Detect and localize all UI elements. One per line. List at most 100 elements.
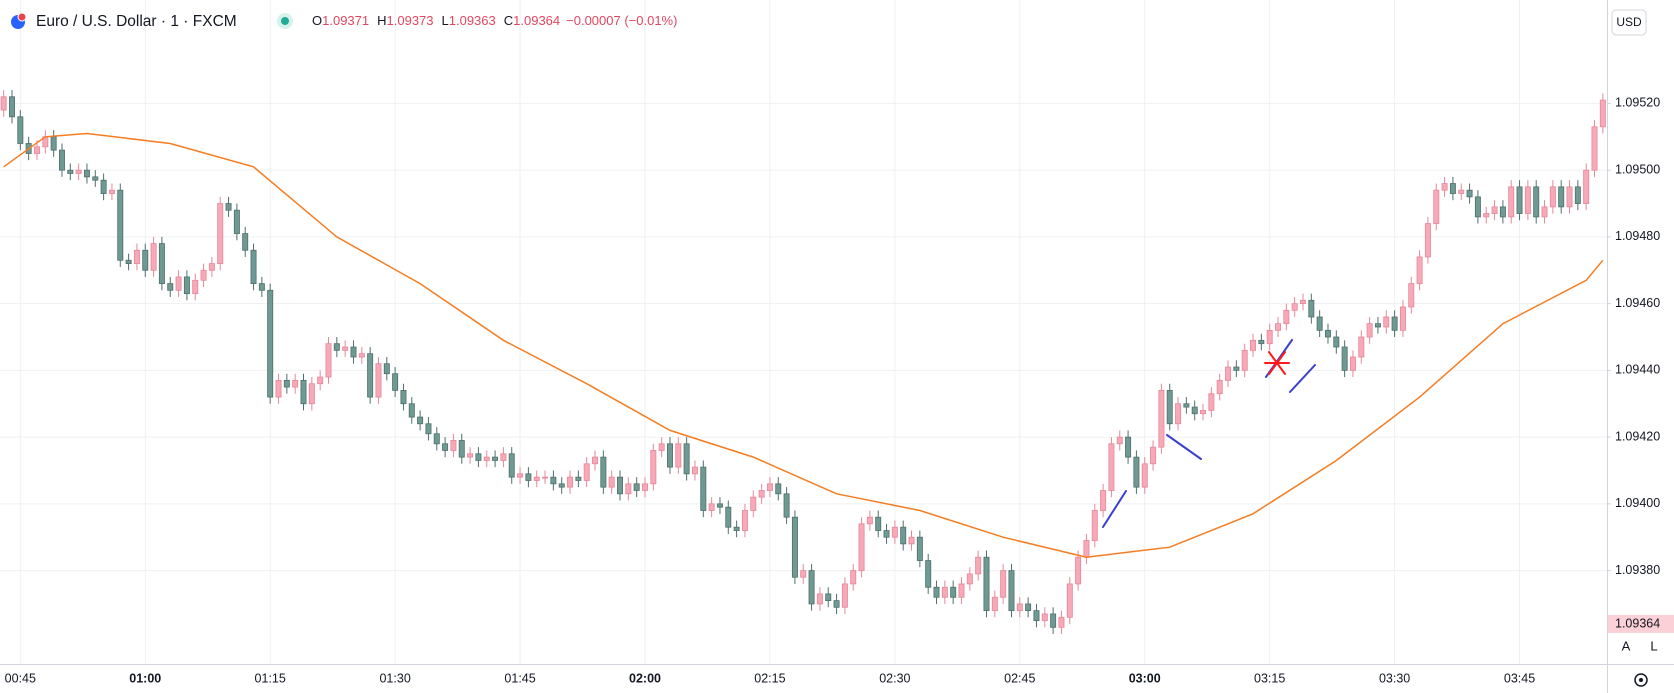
candle-body [158,243,165,285]
candle-body [250,249,257,285]
y-tick-label: 1.09460 [1615,296,1660,310]
candle-body [1025,603,1032,612]
candle-body [1016,603,1023,612]
candle-body [567,476,574,488]
currency-label[interactable]: USD [1616,15,1642,29]
candle-body [650,450,657,485]
candle-body [950,586,957,598]
candle-body [983,556,990,612]
x-tick-label: 01:45 [504,671,535,685]
candle-body [33,146,40,154]
candle-body [217,203,224,264]
candle-body [1058,616,1065,628]
y-tick-label: 1.09380 [1615,563,1660,577]
candle-body [1399,306,1406,331]
candle-body [383,363,390,375]
candle-body [1583,169,1590,204]
candle-body [608,476,615,488]
auto-scale-button[interactable]: A [1622,638,1631,653]
candle-body [0,96,7,111]
symbol-title: Euro / U.S. Dollar · 1 · FXCM [36,13,237,30]
candle-body [1441,183,1448,191]
candle-body [1183,403,1190,408]
candle-body [142,249,149,271]
candle-body [242,233,249,251]
header: Euro / U.S. Dollar · 1 · FXCM O1.09371 H1… [11,12,677,30]
ohlc-key: O [312,13,322,28]
x-tick-label: 03:15 [1254,671,1285,685]
candle-body [1108,443,1115,491]
axes: 1.09380 1.09400 1.09420 1.09440 1.09460 1.094… [5,96,1674,685]
ohlc-value: 1.09364 [513,13,560,28]
candle-body [1491,206,1498,214]
candle-body [667,443,673,468]
trend-drawing [1289,364,1316,393]
candle-body [267,289,274,398]
candle-body [1549,186,1556,208]
candle-body [583,463,590,481]
candle-body [150,243,157,271]
settings-button[interactable] [1634,673,1648,687]
candle-body [858,523,865,571]
candle-body [1041,613,1048,622]
candle-body [966,573,973,585]
candle-body [1083,540,1090,558]
candle-body [800,570,807,578]
candle-body [1275,323,1281,331]
candle-body [1300,299,1306,305]
candle-body [550,476,557,485]
candle-body [1533,186,1540,218]
candle-body [1141,463,1148,488]
candle-body [725,506,732,528]
candle-body [617,476,623,495]
candle-body [483,456,490,461]
candle-body [1433,189,1440,224]
candle-body [816,593,823,605]
candle-body [1374,323,1381,328]
candle-body [1324,329,1331,338]
x-tick-label: 01:30 [379,671,410,685]
x-tick-label: 02:15 [754,671,785,685]
candle-body [825,593,832,602]
candle-body [908,536,915,545]
candle-body [1233,366,1240,371]
candle-body [75,169,82,174]
candle-body [333,343,340,351]
candle-body [1466,189,1473,198]
candle-body [633,483,640,491]
settings-icon[interactable] [1639,678,1643,682]
candle-body [1191,406,1198,415]
candle-body [875,516,882,531]
candle-body [508,453,515,478]
candle-body [1050,613,1057,628]
candle-body [1166,389,1173,425]
log-scale-button[interactable]: L [1650,638,1657,653]
candle-body [300,379,307,405]
candle-body [1366,323,1373,338]
candle-body [1116,436,1123,445]
candle-body [375,363,382,398]
candle-body [292,379,299,388]
candle-body [442,443,449,451]
candle-body [50,136,57,151]
y-tick-label: 1.09500 [1615,162,1660,176]
ohlc-value: 1.09363 [449,13,496,28]
candle-body [433,433,440,445]
candle-body [125,259,132,264]
settings-icon[interactable] [1634,673,1648,687]
currency-button[interactable] [1611,9,1647,36]
candle-body [1316,316,1323,331]
x-tick-label: 02:45 [1004,671,1035,685]
candle-body [1175,403,1182,425]
price-axis-bg [1607,0,1674,693]
y-tick-label: 1.09420 [1615,429,1660,443]
candle-body [625,483,632,495]
candle-body [167,283,174,291]
candle-body [1208,393,1215,411]
candle-body [1566,186,1573,208]
candle-body [1508,186,1515,218]
candle-body [1158,389,1165,448]
candle-body [1383,316,1390,328]
x-tick-label: 03:30 [1379,671,1410,685]
